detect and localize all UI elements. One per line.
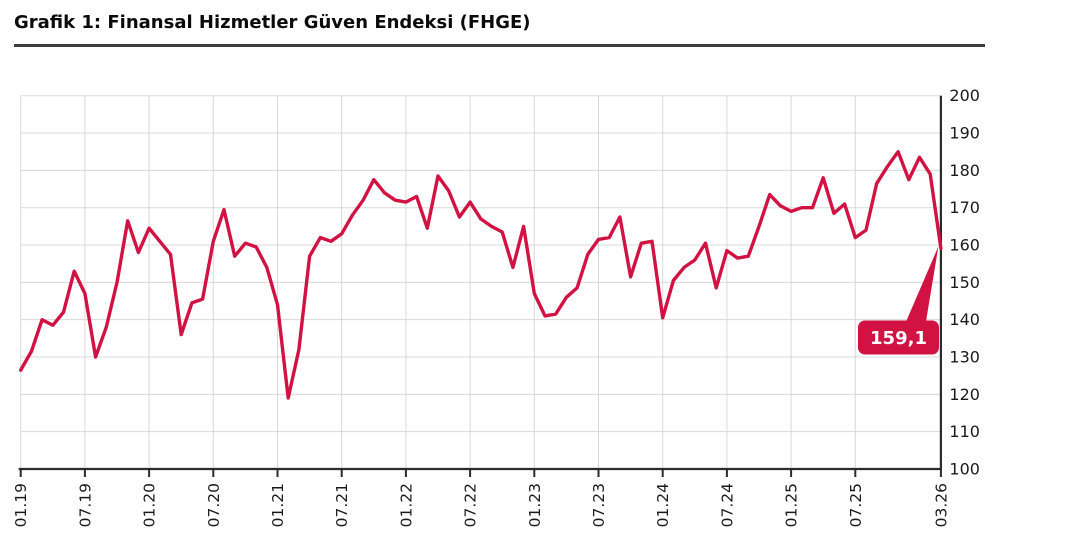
x-tick-label: 07.19 [76,483,94,527]
y-tick-label: 170 [949,198,980,217]
x-tick-label: 01.22 [397,483,415,527]
y-tick-label: 120 [949,385,980,404]
x-tick-label: 01.19 [12,483,30,527]
x-tick-label: 07.25 [847,483,865,527]
y-tick-label: 190 [949,124,980,143]
x-tick-label: 01.25 [783,483,801,527]
x-tick-label: 07.20 [205,483,223,527]
fhge-series-line [19,149,943,400]
y-tick-label: 110 [949,422,980,441]
y-tick-label: 130 [949,348,980,367]
chart-title: Grafik 1: Finansal Hizmetler Güven Endek… [14,12,531,33]
x-tick-label: 03.26 [932,483,950,527]
y-tick-label: 150 [949,273,980,292]
x-tick-label: 01.23 [526,483,544,527]
x-tick-label: 01.20 [141,483,159,527]
x-tick-label: 07.24 [718,483,736,527]
x-tick-label: 01.21 [269,483,287,527]
x-tick-label: 07.21 [333,483,351,527]
x-tick-label: 07.23 [590,483,608,527]
y-tick-label: 160 [949,236,980,255]
annotation-pointer [905,246,939,322]
x-tick-label: 07.22 [462,483,480,527]
title-underline [14,44,985,47]
x-tick-label: 01.24 [654,483,672,527]
y-tick-label: 140 [949,310,980,329]
y-tick-label: 200 [949,86,980,105]
annotation-box [858,320,939,355]
y-tick-label: 100 [949,460,980,479]
y-tick-label: 180 [949,161,980,180]
annotation-value: 159,1 [870,328,927,349]
